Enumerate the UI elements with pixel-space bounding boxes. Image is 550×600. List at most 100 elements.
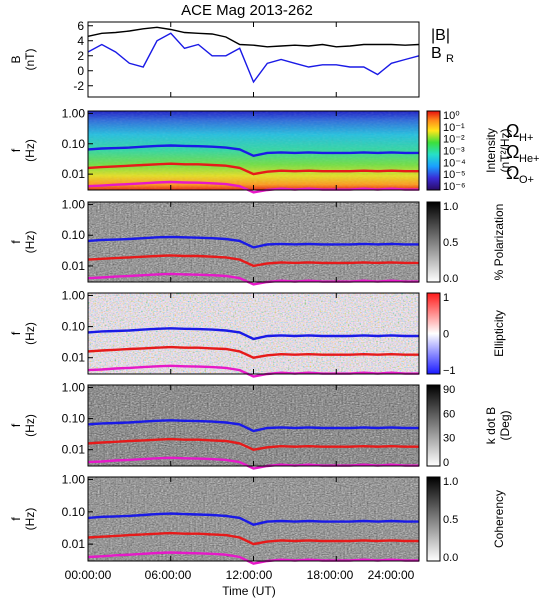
coherency-colorbar-tick-label: 0.5 — [443, 514, 458, 526]
y-tick-label: 1.00 — [62, 106, 86, 120]
intensity-colorbar-label: Intensity — [484, 128, 498, 173]
intensity-cyclotron-o-line — [87, 180, 419, 194]
intensity-colorbar-tick-label: 10⁻⁴ — [443, 157, 466, 169]
kdotb-colorbar-unit: (Deg) — [498, 410, 512, 440]
y-tick-label: 0.01 — [62, 167, 86, 181]
kdotb-colorbar — [426, 384, 441, 467]
y-tick-label: 1.00 — [62, 288, 86, 302]
polarization-cyclotron-h-line — [87, 235, 419, 249]
y-tick-label: 2 — [77, 49, 84, 63]
legend-omega-he: Ω — [506, 142, 519, 162]
legend-omega-o-subscript: O+ — [519, 174, 534, 186]
coherency-colorbar-tick-label: 1.0 — [443, 476, 458, 488]
y-tick-label: 0.10 — [62, 137, 86, 151]
y-tick-label: 0.10 — [62, 412, 86, 426]
coherency-cyclotron-he-line — [87, 531, 419, 546]
y-tick-label: 6 — [77, 19, 84, 33]
coherency-colorbar-label: Coherency — [492, 490, 506, 548]
b-r-line — [87, 32, 420, 84]
coherency-colorbar — [426, 476, 441, 562]
intensity-cyclotron-he-line — [87, 162, 419, 176]
y-tick-label: 0.01 — [62, 259, 86, 273]
y-tick-label: 1.00 — [62, 197, 86, 211]
legend-omega-o: Ω — [506, 163, 519, 183]
polarization-cyclotron-o-line — [87, 272, 419, 286]
intensity-colorbar-tick-label: 10⁻³ — [443, 146, 465, 158]
legend-b-r-subscript: R — [446, 53, 454, 65]
panel-yunit: (nT) — [23, 49, 37, 71]
coherency-texture — [88, 477, 419, 561]
panel-frame — [87, 21, 420, 98]
panel-yunit: (Hz) — [23, 139, 37, 162]
ellipticity-cyclotron-he-line — [87, 345, 419, 359]
panel-ellipticity: 1.00 0.10 0.01 1 0 −1 Ellipticity f (Hz) — [9, 288, 506, 378]
y-tick-label: 0.10 — [62, 320, 86, 334]
ellipticity-colorbar-tick-label: −1 — [443, 365, 456, 377]
coherency-colorbar-tick-label: 0.0 — [443, 552, 458, 564]
intensity-cyclotron-h-line — [87, 144, 419, 158]
polarization-colorbar-tick-label: 0.0 — [443, 273, 458, 285]
x-tick-label-1: 06:00:00 — [145, 568, 192, 582]
kdotb-colorbar-tick-label: 0 — [443, 457, 449, 469]
x-tick-label-3: 18:00:00 — [307, 568, 354, 582]
kdotb-colorbar-tick-label: 90 — [443, 384, 455, 396]
figure-title: ACE Mag 2013-262 — [181, 2, 313, 19]
coherency-cyclotron-h-line — [87, 512, 419, 526]
y-tick-label: 0.01 — [62, 443, 86, 457]
panel-coherency: 1.00 0.10 0.01 1.0 0.5 0.0 Coherency f (Hz) — [9, 473, 506, 565]
intensity-colorbar-tick-label: 10⁻⁵ — [443, 169, 466, 181]
ellipticity-cyclotron-h-line — [87, 327, 419, 341]
polarization-colorbar-label: % Polarization — [492, 204, 506, 281]
y-tick-label: 0.01 — [62, 351, 86, 365]
panel-ylabel: B — [9, 55, 23, 63]
panel-ylabel: f — [9, 517, 23, 521]
panel-yunit: (Hz) — [23, 231, 37, 254]
panel-ylabel: f — [9, 240, 23, 244]
kdotb-colorbar-tick-label: 30 — [443, 433, 455, 445]
y-tick-label: 0.10 — [62, 228, 86, 242]
kdotb-cyclotron-he-line — [87, 437, 419, 451]
ellipticity-colorbar-tick-label: 0 — [443, 329, 449, 341]
intensity-texture — [88, 111, 419, 190]
intensity-colorbar-tick-label: 10⁰ — [443, 110, 460, 122]
y-tick-label: 4 — [77, 34, 84, 48]
panel-ylabel: f — [9, 331, 23, 335]
polarization-colorbar-tick-label: 1.0 — [443, 201, 458, 213]
y-tick-label: -2 — [73, 79, 84, 93]
x-axis-label: Time (UT) — [222, 584, 276, 598]
ellipticity-colorbar-label: Ellipticity — [492, 310, 506, 357]
legend-omega-h: Ω — [506, 121, 519, 141]
y-tick-label: 1.00 — [62, 473, 86, 487]
panel-yunit: (Hz) — [23, 508, 37, 531]
intensity-colorbar — [426, 110, 441, 191]
panel-polarization: 1.00 0.10 0.01 1.0 0.5 0.0 % Polarization f (Hz) — [9, 197, 506, 286]
panel-kdotb: 1.00 0.10 0.01 90 60 30 0 k dot B (Deg) f (Hz) — [9, 380, 512, 470]
kdotb-cyclotron-h-line — [87, 419, 419, 433]
y-tick-label: 1.00 — [62, 380, 86, 394]
y-tick-label: 0 — [77, 64, 84, 78]
polarization-texture — [88, 202, 419, 282]
kdotb-colorbar-tick-label: 60 — [443, 408, 455, 420]
panel-yunit: (Hz) — [23, 414, 37, 437]
panel-ylabel: f — [9, 423, 23, 427]
x-tick-label-0: 00:00:00 — [65, 568, 112, 582]
intensity-colorbar-tick-label: 10⁻² — [443, 134, 465, 146]
y-tick-label: 0.10 — [62, 505, 86, 519]
legend-b-total: |B| — [431, 27, 450, 44]
intensity-colorbar-tick-label: 10⁻¹ — [443, 122, 465, 134]
kdotb-colorbar-label: k dot B — [484, 407, 498, 444]
legend-b-r: B — [431, 45, 442, 62]
ellipticity-colorbar-tick-label: 1 — [443, 292, 449, 304]
kdotb-cyclotron-o-line — [87, 456, 419, 470]
y-tick-label: 0.01 — [62, 537, 86, 551]
polarization-colorbar-tick-label: 0.5 — [443, 237, 458, 249]
ellipticity-cyclotron-o-line — [87, 364, 419, 378]
intensity-colorbar-unit: (nT²/Hz) — [498, 129, 512, 173]
b-total-line — [87, 26, 420, 48]
ellipticity-texture — [88, 293, 419, 374]
x-tick-label-4: 24:00:00 — [368, 568, 415, 582]
polarization-colorbar — [426, 201, 441, 283]
